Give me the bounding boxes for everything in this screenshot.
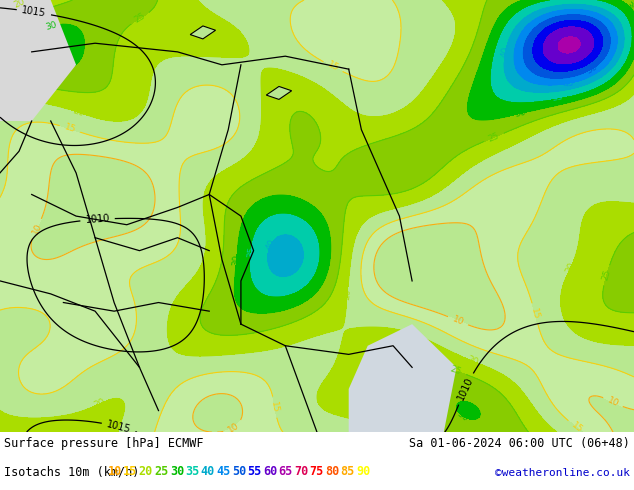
Text: 35: 35	[185, 465, 200, 478]
Text: 1010: 1010	[456, 375, 476, 402]
Text: 55: 55	[247, 465, 262, 478]
Text: 75: 75	[309, 465, 324, 478]
Text: 1010: 1010	[85, 214, 110, 225]
Text: 50: 50	[232, 465, 246, 478]
Text: 40: 40	[500, 45, 511, 58]
Polygon shape	[0, 0, 76, 121]
Text: 10: 10	[606, 395, 620, 409]
Text: 60: 60	[263, 465, 277, 478]
Text: 20: 20	[93, 397, 107, 410]
Text: Isotachs 10m (km/h): Isotachs 10m (km/h)	[4, 465, 139, 478]
Text: 85: 85	[340, 465, 355, 478]
Text: 10: 10	[30, 221, 43, 236]
Text: 15: 15	[569, 420, 584, 435]
Text: 30: 30	[170, 465, 184, 478]
Text: 30: 30	[455, 409, 470, 423]
Text: 15: 15	[326, 60, 340, 74]
Text: 15: 15	[63, 122, 77, 135]
Text: 35: 35	[246, 246, 256, 258]
Text: 65: 65	[278, 465, 293, 478]
Text: 50: 50	[585, 62, 599, 76]
Text: Sa 01-06-2024 06:00 UTC (06+48): Sa 01-06-2024 06:00 UTC (06+48)	[409, 437, 630, 450]
Text: 45: 45	[216, 465, 231, 478]
Text: 90: 90	[356, 465, 370, 478]
Text: 25: 25	[154, 465, 169, 478]
Text: 1015: 1015	[21, 5, 47, 19]
Text: 40: 40	[264, 238, 277, 252]
Text: 45: 45	[562, 78, 574, 89]
Text: 30: 30	[514, 108, 527, 119]
Text: 25: 25	[133, 11, 147, 25]
Text: 20: 20	[564, 261, 577, 275]
Polygon shape	[190, 26, 216, 39]
Text: 15: 15	[123, 465, 138, 478]
Polygon shape	[349, 324, 456, 432]
Text: 10: 10	[451, 315, 465, 327]
Text: 20: 20	[72, 106, 85, 119]
Text: 70: 70	[294, 465, 308, 478]
Text: 20: 20	[342, 288, 353, 300]
Text: 80: 80	[325, 465, 339, 478]
Text: 20: 20	[139, 465, 153, 478]
Text: 15: 15	[269, 401, 280, 414]
Text: 20: 20	[466, 355, 480, 368]
Text: 30: 30	[623, 0, 634, 14]
Text: ©weatheronline.co.uk: ©weatheronline.co.uk	[495, 468, 630, 478]
Text: 40: 40	[201, 465, 215, 478]
Text: 15: 15	[529, 307, 541, 320]
Text: 10: 10	[108, 465, 122, 478]
Text: 1015: 1015	[106, 419, 132, 435]
Text: 10: 10	[226, 421, 240, 435]
Text: 25: 25	[487, 131, 501, 144]
Text: 35: 35	[551, 93, 564, 103]
Text: 30: 30	[44, 20, 58, 32]
Polygon shape	[266, 86, 292, 99]
Text: Surface pressure [hPa] ECMWF: Surface pressure [hPa] ECMWF	[4, 437, 204, 450]
Text: 25: 25	[600, 269, 612, 282]
Text: 25: 25	[449, 365, 463, 377]
Text: 30: 30	[231, 254, 242, 267]
Text: 20: 20	[12, 0, 26, 10]
